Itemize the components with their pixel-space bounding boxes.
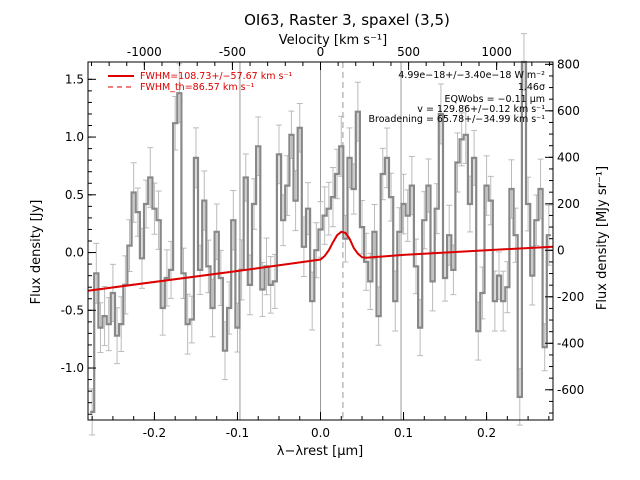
x-tick-label: 0.1: [394, 426, 413, 440]
right-tick-label: 600: [557, 104, 580, 118]
x-tick-label: 0.2: [477, 426, 496, 440]
y-tick-label: -0.5: [61, 303, 84, 317]
right-tick-label: -400: [557, 336, 584, 350]
y-tick-label: 1.0: [65, 130, 84, 144]
chart-title: OI63, Raster 3, spaxel (3,5): [244, 11, 450, 29]
right-tick-label: -200: [557, 290, 584, 304]
y-tick-label: -1.0: [61, 361, 84, 375]
x-tick-label: 0.0: [311, 426, 330, 440]
x-tick-label: -0.2: [143, 426, 166, 440]
legend-label-fwhm-th: FWHM_th=86.57 km s⁻¹: [140, 82, 255, 93]
top-tick-label: 0: [317, 45, 325, 59]
fit-line: [87, 230, 554, 292]
annotation-eqw: EQWobs = −0.11 μm: [444, 94, 545, 105]
top-tick-label: -1000: [127, 45, 162, 59]
top-tick-label: 500: [397, 45, 420, 59]
plot-area: -0.2 -0.1 0.0 0.1 0.2 -1.0 -0.5 0.0 0.5 1.0 1.5 -10…: [61, 33, 584, 440]
right-tick-label: 0: [557, 243, 565, 257]
top-tick-label: 1000: [481, 45, 512, 59]
right-tick-label: 200: [557, 197, 580, 211]
right-tick-label: -600: [557, 383, 584, 397]
right-tick-label: 400: [557, 150, 580, 164]
annotation-significance: 1.46σ: [518, 82, 545, 93]
spectrum-step-line: [90, 60, 551, 413]
right-tick-label: 800: [557, 57, 580, 71]
y-axis-title: Flux density [Jy]: [29, 200, 44, 305]
x-axis-title: λ−λrest [μm]: [277, 444, 363, 459]
top-axis-title: Velocity [km s⁻¹]: [279, 33, 387, 48]
x-tick-label: -0.1: [226, 426, 249, 440]
fit-annotations: 4.99e−18+/−3.40e−18 W m⁻² 1.46σ EQWobs =…: [368, 70, 545, 125]
annotation-broadening: Broadening = 65.78+/−34.99 km s⁻¹: [368, 114, 545, 125]
legend-label-fwhm: FWHM=108.73+/−57.67 km s⁻¹: [140, 71, 292, 82]
annotation-line-flux: 4.99e−18+/−3.40e−18 W m⁻²: [398, 70, 545, 81]
top-tick-label: -500: [219, 45, 246, 59]
y-tick-label: 0.5: [65, 188, 84, 202]
right-axis-title: Flux density [MJy sr⁻¹]: [595, 166, 610, 310]
y-tick-label: 1.5: [65, 72, 84, 86]
y-tick-label: 0.0: [65, 246, 84, 260]
legend: FWHM=108.73+/−57.67 km s⁻¹ FWHM_th=86.57…: [108, 71, 292, 93]
annotation-velocity: v = 129.86+/−0.12 km s⁻¹: [417, 104, 545, 115]
